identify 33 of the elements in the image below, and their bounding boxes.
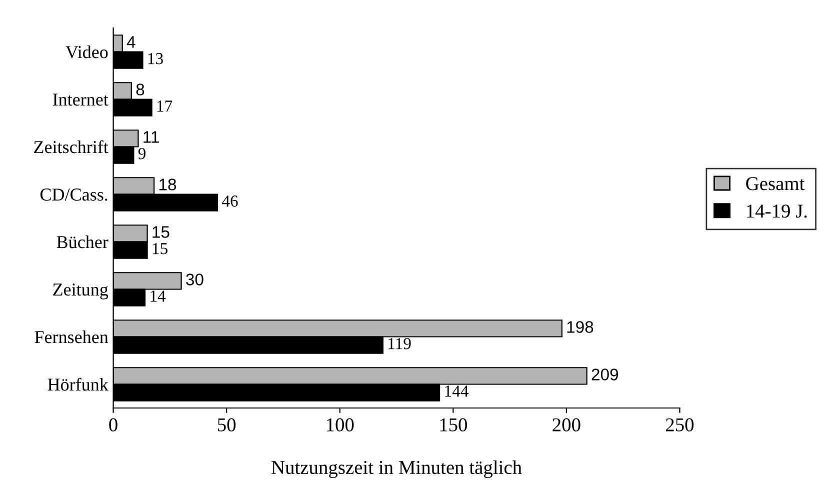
data-label: 144 — [445, 386, 468, 397]
x-tick-label: 250 — [666, 418, 694, 432]
y-tick-label: Video — [66, 45, 108, 58]
data-label: 198 — [567, 321, 594, 333]
legend-label: 14-19 J. — [747, 204, 807, 218]
data-label: 209 — [592, 368, 618, 380]
x-tick-label: 150 — [440, 418, 467, 432]
data-label: 8 — [136, 84, 144, 96]
x-tick-label: 50 — [218, 418, 236, 432]
data-label: 15 — [152, 243, 168, 254]
x-tick-label: 100 — [326, 418, 354, 432]
y-tick-label: CD/Cass. — [40, 188, 108, 201]
data-label: 119 — [388, 338, 411, 350]
data-label: 15 — [152, 226, 170, 238]
y-tick-label: Fernsehen — [34, 330, 108, 344]
y-tick-label: Zeitung — [53, 284, 108, 300]
data-label: 14 — [150, 290, 166, 302]
data-label: 46 — [222, 196, 238, 207]
y-tick-label: Hörfunk — [48, 378, 108, 391]
data-label: 4 — [126, 36, 136, 48]
y-tick-label: Bücher — [56, 235, 108, 248]
data-label: 13 — [148, 53, 163, 64]
data-label: 30 — [186, 274, 204, 286]
x-tick-label: 200 — [552, 418, 580, 432]
legend-label: Gesamt — [746, 177, 805, 190]
data-label: 17 — [157, 100, 172, 112]
data-label: 9 — [138, 148, 146, 160]
data-label: 18 — [160, 178, 176, 190]
x-axis-title: Nutzungszeit in Minuten täglich — [272, 460, 522, 478]
y-tick-label: Internet — [52, 94, 108, 106]
data-label: 11 — [144, 131, 159, 143]
y-tick-label: Zeitschrift — [34, 140, 108, 154]
x-tick-label: 0 — [109, 418, 118, 432]
